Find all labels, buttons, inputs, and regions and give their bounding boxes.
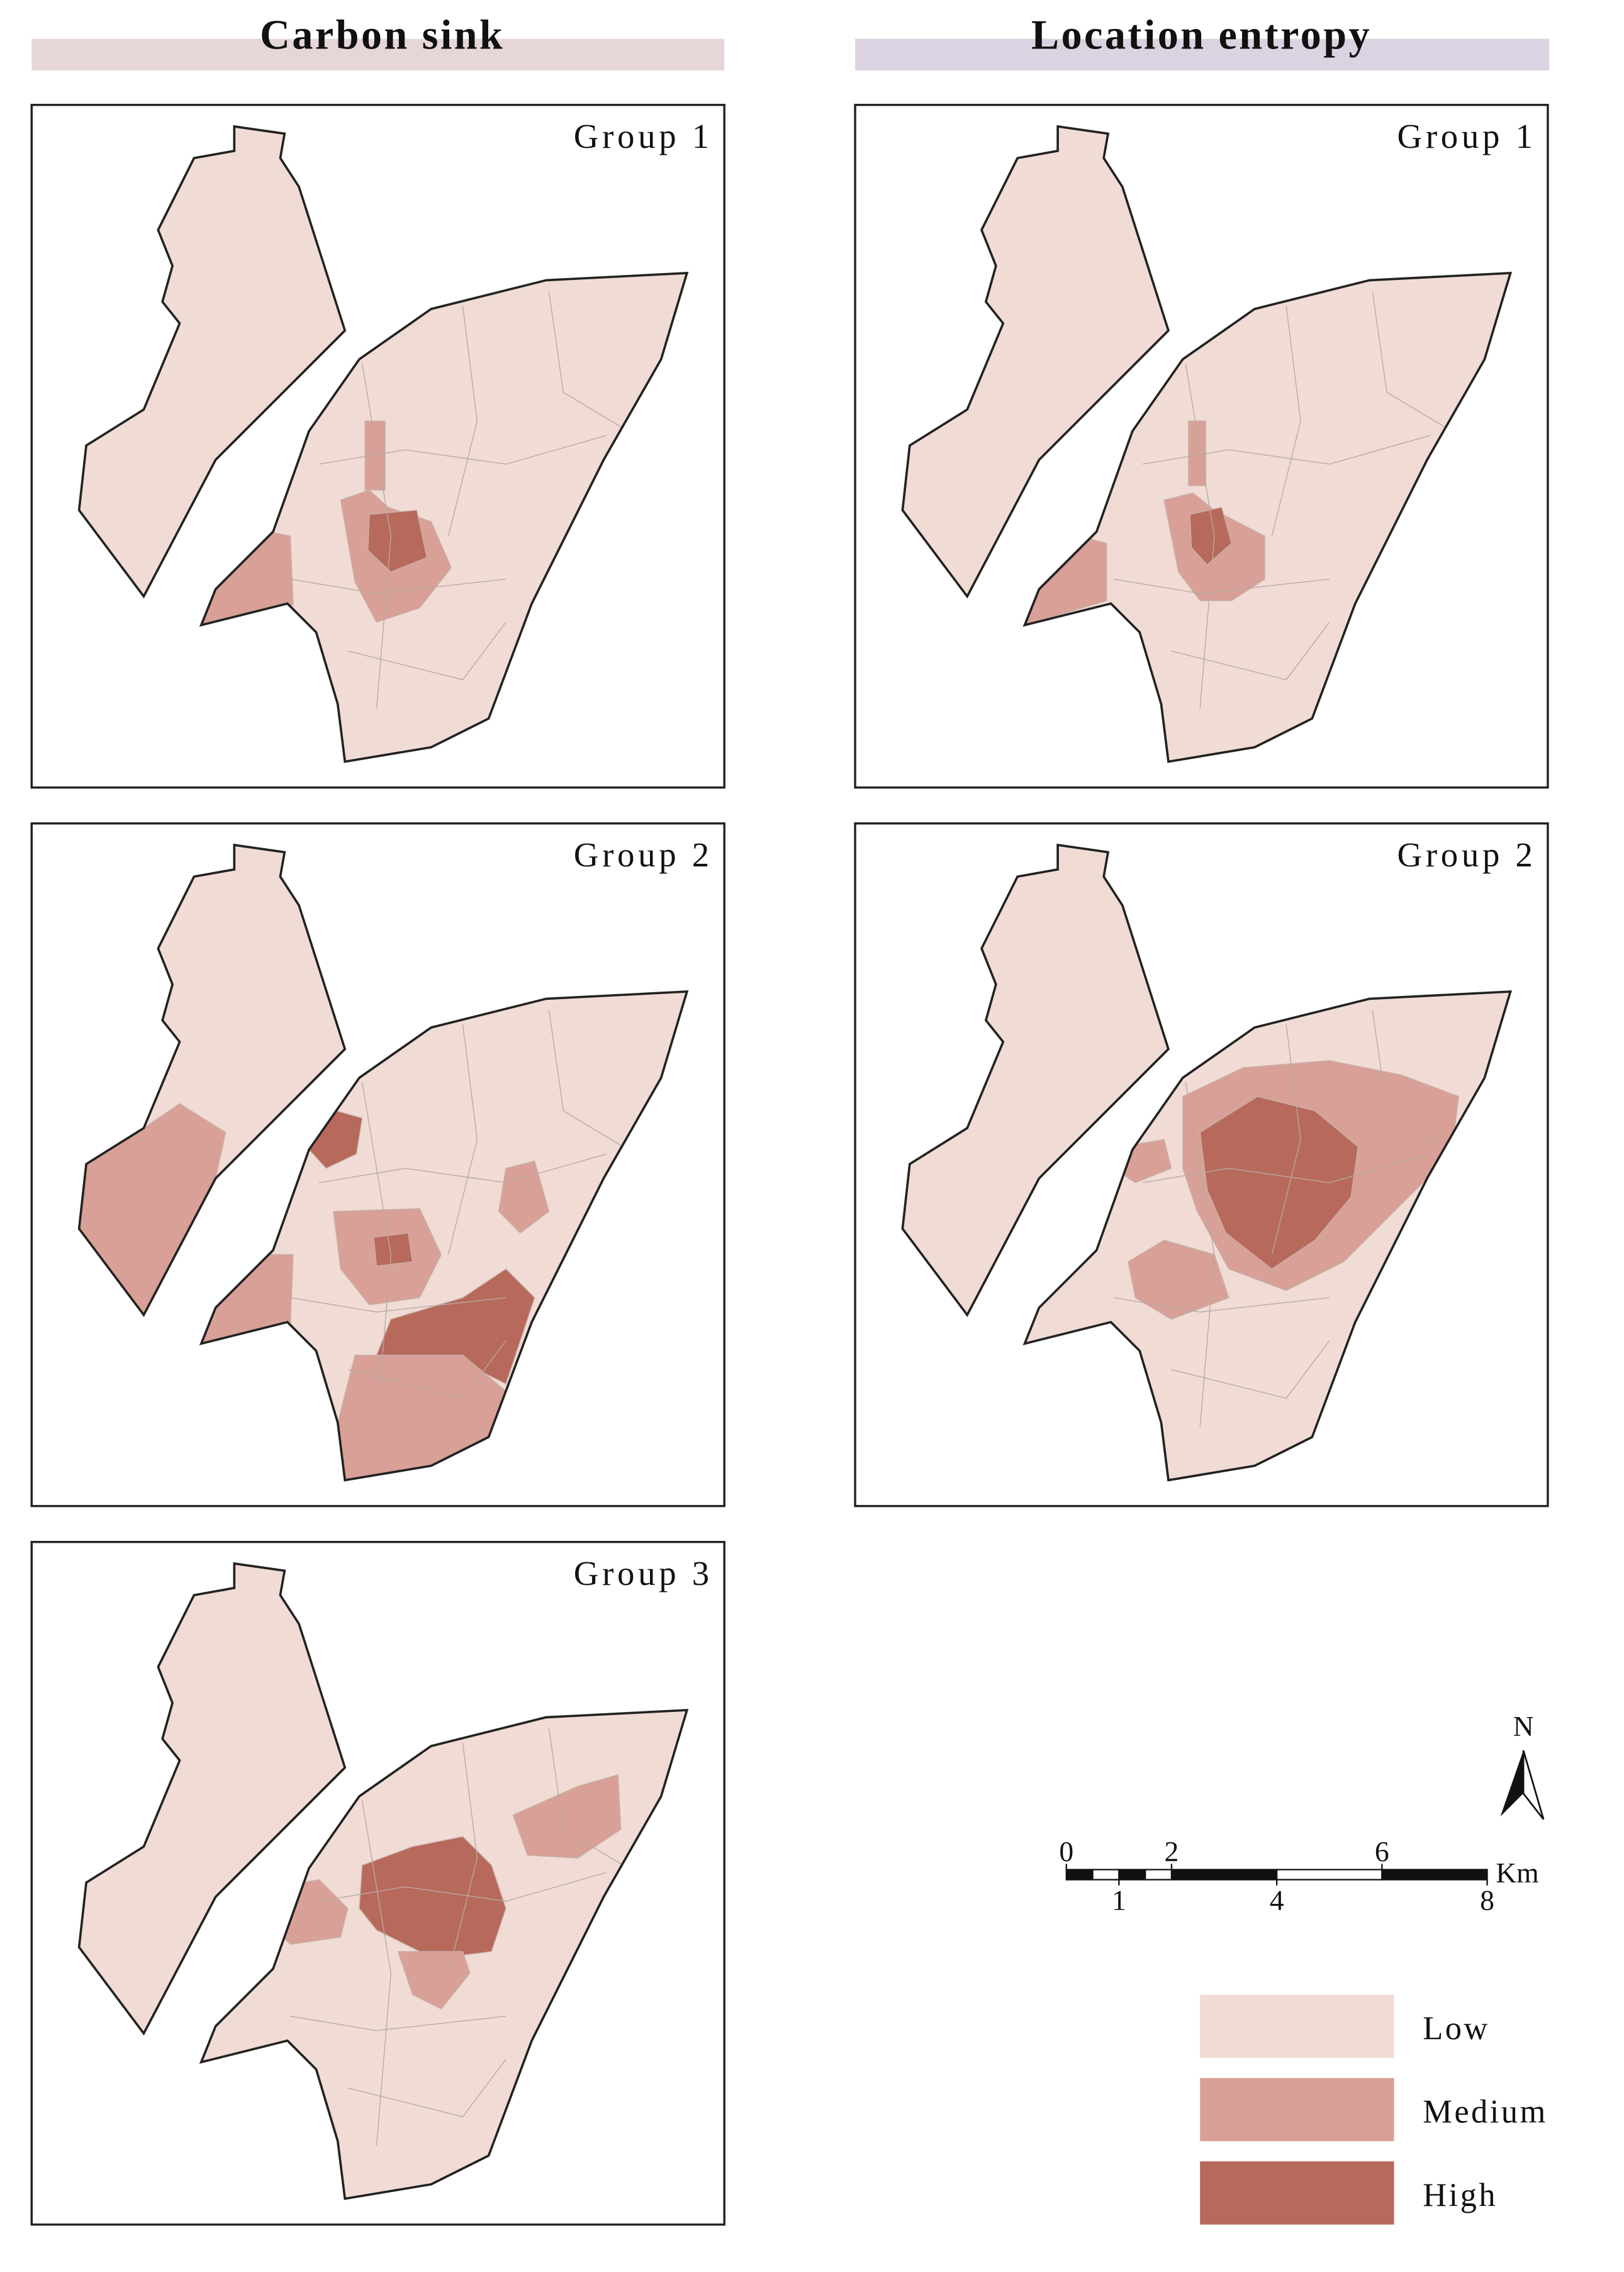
regions (1024, 420, 1265, 626)
boundary (1142, 435, 1430, 465)
boundary (361, 363, 391, 709)
scale-segment (1065, 1869, 1094, 1881)
scale-segment (1276, 1869, 1383, 1881)
scale-segment (1381, 1869, 1488, 1881)
region (367, 510, 428, 573)
boundary (1185, 1082, 1215, 1428)
legend-swatch (1200, 2078, 1394, 2142)
boundary (1372, 1010, 1459, 1155)
scale-segment (1145, 1869, 1173, 1881)
map-panel: Group 2 (30, 822, 725, 1508)
legend: Low Medium High (1200, 1995, 1548, 2225)
boundary (361, 1082, 391, 1428)
boundary (1372, 291, 1459, 436)
north-label: N (1513, 1710, 1534, 1742)
group-label: Group 2 (574, 836, 713, 874)
arrow-half (1500, 1750, 1524, 1816)
scale-label: 0 (1059, 1835, 1073, 1867)
regions (1113, 1060, 1460, 1320)
header-bar (855, 38, 1550, 70)
boundary (1171, 1340, 1330, 1399)
region (359, 1836, 507, 1959)
map-panels: Group 1 Group 2 Group 3 Group 1 Group 2 (30, 104, 1549, 2226)
scale-segment (1092, 1869, 1120, 1881)
map-panel: Group 1 (854, 104, 1549, 789)
map-panel: Group 1 (30, 104, 725, 789)
boundary (1142, 1153, 1430, 1184)
boundary (1114, 1297, 1330, 1312)
boundary (548, 1010, 636, 1155)
group-label: Group 1 (574, 117, 713, 155)
legend-label: Low (1423, 2010, 1490, 2047)
boundary (347, 2059, 507, 2118)
header-bar (31, 38, 725, 70)
region (1189, 506, 1233, 566)
boundary (347, 622, 507, 681)
legend-label: High (1423, 2177, 1498, 2213)
boundary (548, 1728, 636, 1873)
boundary (447, 1024, 478, 1255)
scale-label: 2 (1165, 1835, 1179, 1867)
boundary (447, 306, 478, 537)
boundary (1271, 1024, 1301, 1255)
scale-bar: 0 1 2 4 6 8Km (1059, 1835, 1538, 1917)
region (498, 1160, 550, 1234)
legend-swatch (1200, 1995, 1394, 2058)
column-title: Carbon sink (260, 13, 505, 59)
scale-label: 4 (1270, 1884, 1284, 1916)
column-title: Location entropy (1031, 13, 1372, 59)
boundary (318, 1872, 607, 1902)
scale-label: 8 (1480, 1884, 1494, 1916)
region (1128, 1240, 1229, 1320)
boundary (290, 578, 507, 594)
scale-label: 1 (1112, 1884, 1126, 1916)
boundary (290, 2015, 507, 2031)
region (373, 1232, 413, 1267)
boundary (290, 1297, 507, 1312)
region (364, 420, 386, 491)
map-panel: Group 3 (30, 1541, 725, 2226)
boundary (318, 1153, 607, 1184)
boundary (1271, 306, 1301, 537)
region (397, 1950, 471, 2010)
legend-label: Medium (1423, 2093, 1548, 2130)
arrow-half (1522, 1750, 1545, 1820)
boundary (447, 1743, 478, 1974)
scale-segment (1118, 1869, 1146, 1881)
boundary (1171, 622, 1330, 681)
scale-label: 6 (1375, 1835, 1389, 1867)
boundary (1185, 363, 1215, 709)
region (512, 1774, 622, 1859)
group-label: Group 3 (574, 1554, 713, 1592)
group-label: Group 2 (1397, 836, 1537, 874)
boundary (1114, 578, 1330, 594)
north-arrow: N (1500, 1710, 1545, 1820)
region (1199, 1095, 1359, 1270)
scale-unit: Km (1496, 1857, 1538, 1889)
boundary (361, 1800, 391, 2146)
legend-swatch (1200, 2161, 1394, 2225)
boundary (548, 291, 636, 436)
boundary (347, 1340, 507, 1399)
group-label: Group 1 (1397, 117, 1537, 155)
boundary (318, 435, 607, 465)
scale-segment (1170, 1869, 1278, 1881)
map-panel: Group 2 (854, 822, 1549, 1508)
